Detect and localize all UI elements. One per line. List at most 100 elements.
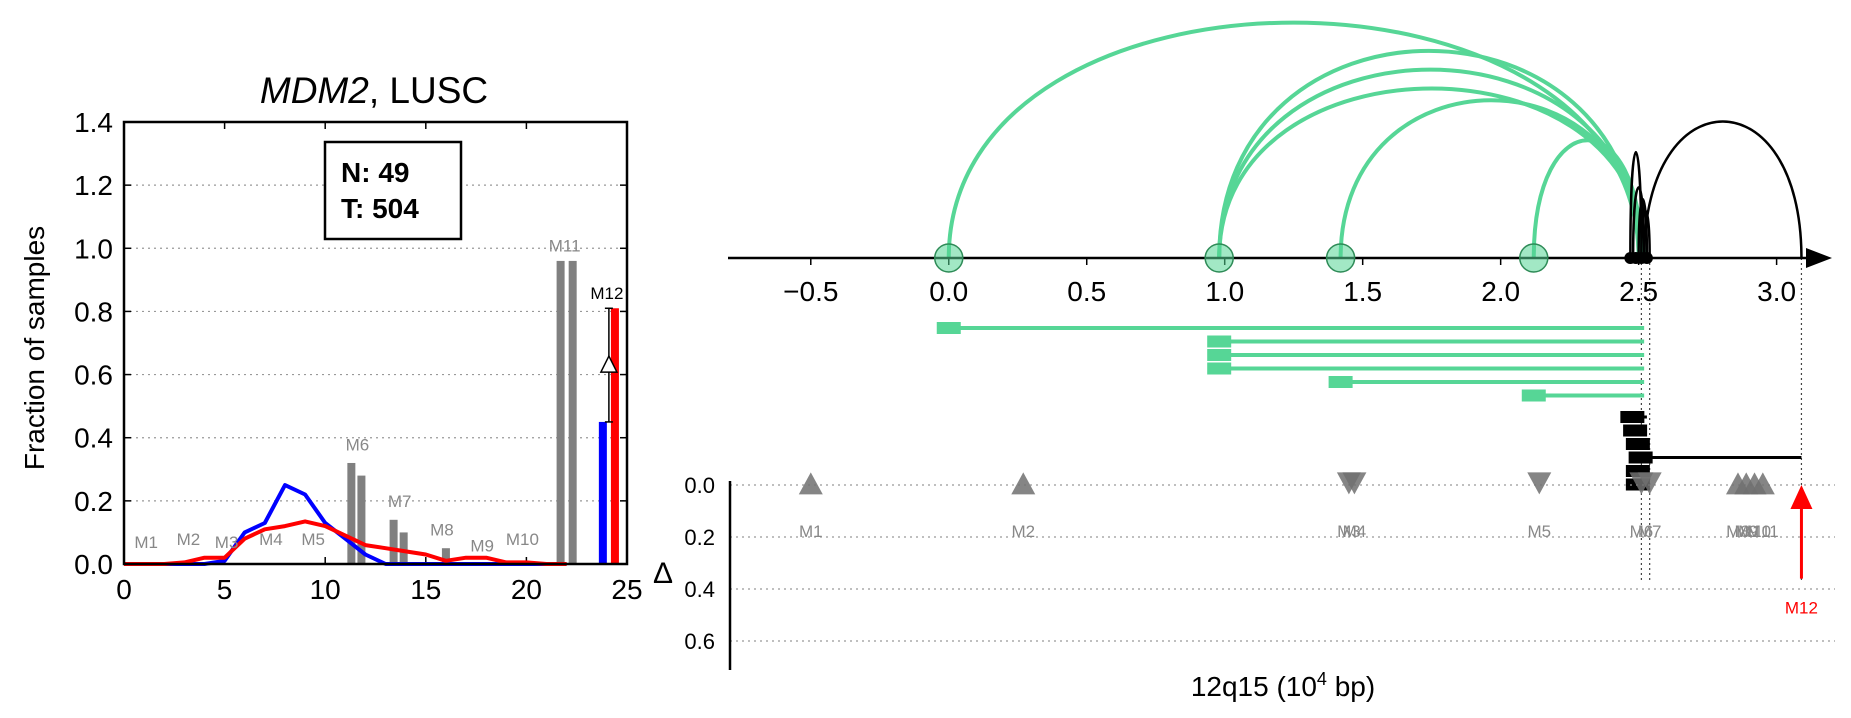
arc [1338, 98, 1644, 259]
arc [1217, 48, 1641, 259]
motif-label: M5 [301, 530, 325, 549]
genome-tick-label: 2.0 [1481, 276, 1520, 307]
chart-title-gene: MDM2 [260, 70, 369, 111]
delta-grid [730, 484, 1835, 642]
motif-label: M7 [388, 492, 412, 511]
y-tick-label: 0.0 [74, 549, 113, 580]
y-tick-label: 1.4 [74, 107, 113, 138]
genome-tick-label: 0.0 [929, 276, 968, 307]
bar [556, 260, 565, 564]
segment-block [936, 322, 961, 334]
y-tick-label: 1.2 [74, 170, 113, 201]
delta-marker-label: M5 [1527, 522, 1551, 541]
bar [399, 532, 408, 564]
delta-marker-label: M1 [799, 522, 823, 541]
green-node [934, 243, 964, 273]
delta-marker-label: M9 [1734, 522, 1758, 541]
motif-label: M6 [346, 435, 370, 454]
x-axis-label-post: bp) [1327, 671, 1375, 702]
bar [598, 421, 607, 564]
genome-tick-label: 2.5 [1619, 276, 1658, 307]
motif-label: M10 [506, 530, 539, 549]
genome-tick-label: 3.0 [1757, 276, 1796, 307]
x-tick-label: 10 [310, 574, 341, 605]
x-axis-label-sup: 4 [1317, 669, 1327, 689]
segment-block [1207, 362, 1232, 375]
x-axis-label: 12q15 (104 bp) [1191, 669, 1375, 702]
genome-tick-label: 0.5 [1067, 276, 1106, 307]
delta-tick-label: 0.4 [684, 577, 715, 602]
x-tick-label: 15 [410, 574, 441, 605]
axis-arrowhead [1806, 248, 1832, 268]
motif-labels: M1 M2 M3 M4 M5 M6 M7 M8 M9 M10 M11 M12 [134, 236, 623, 555]
segment-block [1625, 438, 1650, 450]
genome-axis-ticks: −0.5 0.0 0.5 1.0 1.5 2.0 2.5 3.0 [783, 258, 1796, 307]
bar-series [347, 260, 619, 564]
y-tick-label: 1.0 [74, 233, 113, 264]
delta-marker-down [1342, 472, 1367, 495]
x-axis-label-pre: 12q15 (10 [1191, 671, 1317, 702]
segment-block [1328, 376, 1353, 388]
genome-tick-label: 1.5 [1343, 276, 1382, 307]
delta-marker-label: M11 [1747, 522, 1779, 541]
motif-label: M11 [549, 236, 581, 255]
arc [1637, 198, 1649, 259]
delta-marker-label: M4 [1343, 522, 1367, 541]
green-node [1325, 243, 1356, 273]
bar [389, 519, 398, 564]
genome-tick-label: 1.0 [1205, 276, 1244, 307]
delta-tick-label: 0.6 [684, 629, 715, 654]
x-tick-label: 20 [511, 574, 542, 605]
stats-box-frame [323, 140, 463, 241]
genome-tick-label: −0.5 [783, 276, 838, 307]
mdm2-lusc-chart: MDM2, LUSC Fraction of samples 0.0 0.2 0.4… [19, 70, 643, 605]
delta-marker-label: M12 [1785, 599, 1818, 618]
stats-box: N: 49 T: 504 [323, 140, 463, 241]
stats-n-label: N: 49 [341, 157, 409, 188]
y-tick-label: 0.4 [74, 423, 113, 454]
bar [441, 548, 450, 564]
segment-block [1620, 411, 1645, 423]
chart-title-rest: , LUSC [369, 70, 488, 111]
nodes [934, 243, 1653, 273]
delta-marker-label: M10 [1738, 522, 1771, 541]
segment-block [1623, 424, 1648, 437]
motif-label: M8 [430, 521, 454, 540]
bar [347, 462, 356, 564]
segment-block [1521, 389, 1546, 402]
delta-y-ticks: 0.0 0.2 0.4 0.6 [684, 473, 715, 654]
delta-y-label: Δ [653, 557, 673, 590]
delta-marker [599, 307, 619, 423]
arc [1217, 67, 1644, 259]
green-node [1204, 243, 1234, 273]
black-node [1640, 252, 1653, 264]
delta-tick-label: 0.0 [684, 473, 715, 498]
bar [357, 475, 366, 564]
x-tick-label: 0 [116, 574, 132, 605]
delta-marker-label: M7 [1638, 522, 1662, 541]
chart-title: MDM2, LUSC [260, 70, 488, 111]
delta-tick-label: 0.2 [684, 525, 715, 550]
arc [1631, 186, 1646, 259]
motif-label: M9 [470, 536, 494, 555]
axis-ticks: 0.0 0.2 0.4 0.6 0.8 1.0 1.2 1.4 0 5 10 15 20 25 [74, 107, 643, 605]
motif-label: M1 [134, 533, 158, 552]
delta-arrow-head [1790, 485, 1813, 509]
x-tick-label: 5 [217, 574, 233, 605]
y-axis-label: Fraction of samples [19, 226, 50, 470]
motif-label: M3 [215, 533, 239, 552]
green-node [1519, 243, 1549, 273]
arcs [946, 20, 1803, 259]
series-line [124, 519, 567, 566]
arc [1640, 209, 1651, 259]
delta-triangle [599, 354, 619, 373]
delta-marker-up [1750, 472, 1775, 495]
stats-t-label: T: 504 [341, 193, 419, 224]
arc [1642, 120, 1803, 259]
motif-label: M4 [259, 530, 283, 549]
arc [1217, 86, 1647, 259]
line-series [124, 483, 567, 566]
y-tick-label: 0.2 [74, 486, 113, 517]
